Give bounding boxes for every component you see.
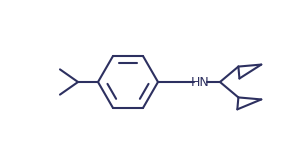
Text: HN: HN: [191, 76, 209, 89]
